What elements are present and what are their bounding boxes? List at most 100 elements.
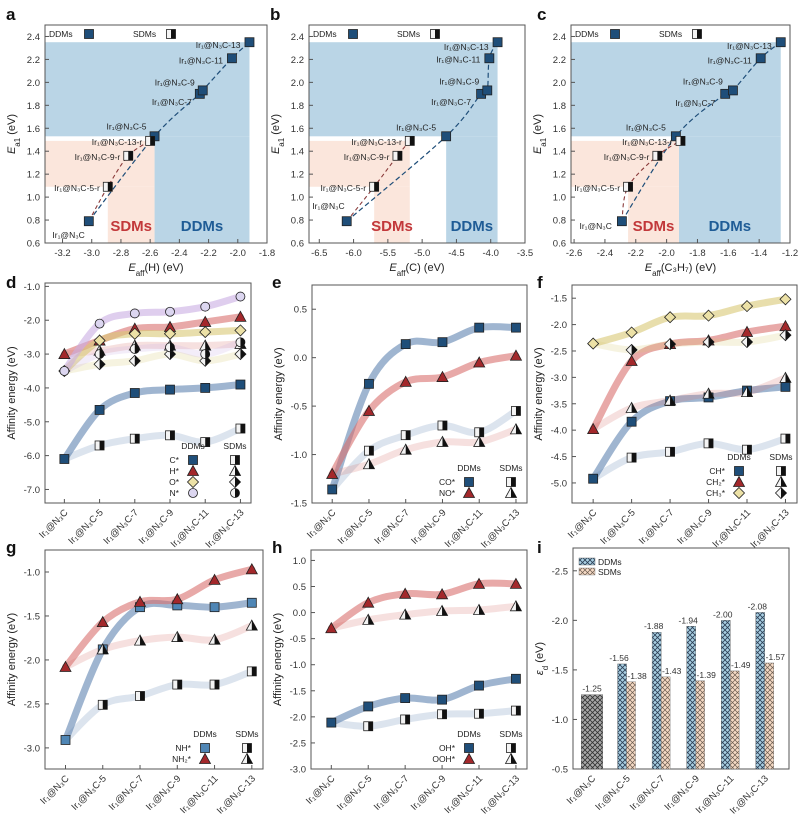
plot-frame (571, 284, 798, 504)
sdm-point (129, 433, 140, 444)
sdm-point (362, 613, 375, 625)
legend-ddms: DDMs (49, 29, 73, 39)
axis-title-unit: (C) (eV) (405, 262, 444, 274)
point-label: Ir₁@N₃C-5 (107, 121, 147, 131)
point-label: Ir₁@N₃C (52, 230, 84, 240)
legend-ddm-marker (198, 752, 212, 764)
category-label: Ir₁@N₃C-5 (66, 507, 105, 546)
legend-ddm-marker (84, 29, 94, 39)
y-tick-label: -6.0 (24, 451, 40, 462)
category-label: Ir₁@N₃C-7 (637, 507, 676, 546)
sdm-point (702, 387, 715, 399)
ddm-point (362, 404, 376, 416)
y-tick-label: 1.6 (291, 124, 304, 135)
sdm-point (652, 150, 663, 161)
sdm-point (511, 705, 521, 716)
sdm-region (628, 186, 679, 243)
ddm-point (129, 388, 140, 398)
ddm-point (437, 694, 447, 705)
y-tick-label: -2.0 (551, 320, 567, 331)
category-label: Ir₁@N₃C-5 (69, 773, 108, 812)
category-label: Ir₁@N₃C-9 (675, 507, 714, 546)
ddm-point (775, 37, 786, 48)
legend-ddms: DDMs (575, 29, 599, 39)
sdm-point (200, 349, 211, 359)
legend-header-sdms: SDMs (499, 729, 522, 739)
legend-ddm-marker (732, 475, 746, 487)
sdm-point (780, 433, 791, 444)
ddm-point (59, 660, 72, 672)
sdm-region (107, 186, 155, 243)
ddm-point (398, 587, 412, 599)
point-label: Ir₁@N₃C-11 (708, 55, 752, 65)
ddm-point (200, 383, 211, 393)
x-tick-label: -2.8 (113, 248, 129, 259)
panel-letter: i (537, 538, 542, 557)
legend-ddm-marker (464, 743, 474, 753)
x-tick-label: -1.8 (689, 248, 705, 259)
shared-bar (581, 694, 604, 770)
category-label: Ir₁@N₃C-9 (144, 773, 183, 812)
sdm-point (364, 445, 374, 456)
panel-letter: f (537, 273, 543, 292)
point-label: Ir₁@N₃C-7 (675, 98, 715, 108)
ddm-point (436, 370, 449, 382)
sdm-region (374, 186, 410, 243)
sdm-point (663, 394, 677, 406)
ddm-point (129, 308, 140, 319)
legend-ddm-marker (348, 29, 358, 39)
ddm-region (446, 136, 498, 243)
sdm-point (133, 634, 147, 646)
y-tick-label: -1.0 (552, 715, 568, 726)
sdm-point (664, 338, 677, 351)
x-tick-label: -4.5 (448, 248, 464, 259)
ddm-point (60, 735, 71, 745)
ddm-point (362, 596, 375, 608)
ddm-point (235, 379, 246, 390)
y-tick-label: 1.4 (291, 147, 304, 158)
ddm-point (586, 422, 600, 435)
sdm-point (625, 343, 638, 356)
panel-f: f -5.0 -4.5 -4.0 -3.5 -3.0 -2.5 -2.0 -1.5 Ir₁@N₃C… (533, 273, 798, 550)
ddm-point (400, 339, 411, 350)
sdm-point (172, 679, 183, 690)
sdm-point (623, 181, 633, 192)
ddm-point (83, 216, 94, 227)
legend-species-label: NH₂* (172, 754, 192, 764)
y-tick-label: 0.8 (291, 216, 304, 227)
y-tick-label: -1.5 (552, 665, 568, 676)
y-tick-label: -1.5 (24, 611, 40, 622)
legend-header-sdms: SDMs (223, 441, 246, 451)
ddm-point (482, 85, 493, 96)
legend-ddm-marker (464, 477, 474, 487)
legend-ddm-marker (200, 743, 210, 753)
ddm-bar-value: -1.25 (582, 684, 602, 694)
legend-species-label: OOH* (432, 754, 455, 764)
ddm-region (154, 136, 250, 243)
y-tick-label: -3.0 (551, 373, 567, 384)
x-tick-label: -6.5 (311, 248, 327, 259)
legend-sdm-marker (774, 486, 788, 500)
ddm-point (197, 85, 208, 96)
ddm-point (755, 53, 766, 64)
sdm-point (740, 385, 754, 398)
sdm-point (165, 430, 175, 441)
y-tick-label: -1.5 (290, 686, 306, 697)
sdm-point (511, 406, 521, 416)
legend-species-label: C* (170, 455, 180, 465)
sdm-point (742, 444, 752, 455)
point-label: Ir₁@N₃C-7 (431, 97, 471, 107)
legend-ddm-marker (462, 486, 476, 498)
legend-sdms: SDMs (133, 29, 156, 39)
point-label: Ir₁@N₃C-9-r (75, 152, 121, 162)
ddm-point (246, 597, 257, 608)
point-label: Ir₁@N₃C-9-r (604, 152, 650, 162)
sdm-point (779, 371, 792, 383)
point-label: Ir₁@N₃C-13 (444, 42, 489, 52)
legend-sdm-marker (230, 488, 240, 498)
x-tick-label: -2.4 (597, 248, 613, 259)
sdm-point (400, 714, 411, 725)
ddm-point (474, 680, 484, 691)
category-label: Ir₁@N₃C-7 (628, 773, 667, 812)
panel-e: e-1.5-1.0-0.50.00.5Ir₁@N₃CIr₁@N₃C-5Ir₁@N… (272, 273, 528, 550)
